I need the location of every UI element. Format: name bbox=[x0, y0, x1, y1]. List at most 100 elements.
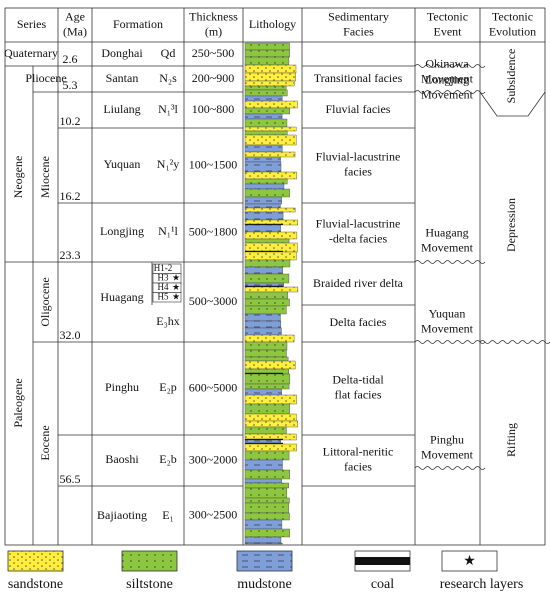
lithology-bed bbox=[244, 144, 283, 153]
table-frame bbox=[4, 7, 546, 546]
lithology-bed bbox=[244, 207, 296, 213]
lithology-bed bbox=[244, 242, 298, 253]
age-label: 16.2 bbox=[60, 189, 81, 203]
facies: Fluvial-lacustrine bbox=[316, 216, 401, 230]
legend-label: coal bbox=[371, 577, 394, 592]
lithology-bed bbox=[244, 373, 291, 385]
formation-code: E₃hx bbox=[156, 314, 180, 328]
lithology-bed bbox=[244, 203, 281, 209]
header-cell: (Ma) bbox=[63, 24, 87, 38]
lithology-bed bbox=[244, 313, 281, 322]
facies: Braided river delta bbox=[313, 276, 404, 290]
lithology-bed bbox=[244, 211, 284, 221]
lithology-bed bbox=[244, 107, 290, 115]
lithology-bed bbox=[244, 80, 295, 87]
lithology-bed bbox=[244, 469, 290, 480]
lithology-bed bbox=[244, 56, 290, 66]
lithology-bed bbox=[244, 259, 291, 268]
formation-name: Longjing bbox=[100, 224, 144, 238]
age-label: 5.3 bbox=[63, 78, 78, 92]
lithology-bed bbox=[244, 161, 282, 173]
formation-name: Donghai bbox=[101, 46, 143, 60]
lithology-bed bbox=[244, 183, 285, 190]
header-cell: Sedimentary bbox=[328, 9, 389, 23]
tectonic-event: Yuquan bbox=[429, 306, 466, 320]
formation-code: N₂s bbox=[159, 71, 177, 85]
research-layer: H3 bbox=[158, 273, 169, 283]
lithology-bed bbox=[244, 224, 281, 233]
formation-code: E₁ bbox=[162, 508, 174, 522]
facies: -delta facies bbox=[329, 231, 388, 245]
lithology-bed bbox=[244, 356, 289, 362]
lithology-bed bbox=[244, 536, 282, 544]
lithology-bed bbox=[244, 450, 290, 461]
lithology-bed bbox=[244, 64, 297, 74]
research-layer-box bbox=[152, 292, 182, 303]
lithology-bed bbox=[244, 72, 296, 82]
tectonic-event: Movement bbox=[421, 87, 474, 101]
lithology-bed bbox=[244, 394, 297, 405]
lithology-bed bbox=[244, 420, 298, 428]
facies: Transitional facies bbox=[314, 71, 403, 85]
legend-swatch bbox=[7, 550, 64, 572]
research-layer: H4 bbox=[158, 282, 169, 292]
lithology-bed bbox=[244, 118, 288, 128]
unconformity bbox=[414, 466, 486, 470]
coal-bed bbox=[245, 285, 283, 287]
lithology-bed bbox=[244, 100, 298, 109]
header-cell: Series bbox=[17, 17, 47, 31]
lithology-bed bbox=[244, 188, 290, 198]
age-label: 23.3 bbox=[60, 248, 81, 262]
lithology-bed bbox=[244, 459, 283, 471]
thickness: 200~900 bbox=[192, 71, 235, 85]
facies: Littoral-neritic bbox=[323, 444, 394, 458]
epoch: Eocene bbox=[38, 425, 52, 460]
lithology-bed bbox=[244, 413, 297, 422]
formation-code: Qd bbox=[161, 46, 176, 60]
lithology-bed bbox=[244, 327, 282, 336]
tectonic-event: Movement bbox=[421, 447, 474, 461]
tectonic-event: Pinghu bbox=[430, 432, 464, 446]
research-layer: H5 bbox=[158, 292, 169, 302]
epoch: Oligocene bbox=[38, 277, 52, 326]
age-label: 56.5 bbox=[60, 472, 81, 486]
lithology-bed bbox=[244, 113, 283, 120]
lithology-bed bbox=[244, 502, 289, 514]
formation-name: Liulang bbox=[103, 102, 140, 116]
formation-name: Bajiaoting bbox=[97, 508, 147, 522]
thickness: 300~2000 bbox=[189, 452, 238, 466]
lithology-bed bbox=[244, 171, 297, 180]
coal-bed bbox=[245, 223, 283, 225]
formation-code: N₁³l bbox=[158, 102, 178, 116]
unconformity bbox=[479, 340, 550, 344]
legend-swatch bbox=[441, 550, 498, 572]
formation-name: Pinghu bbox=[105, 380, 139, 394]
lithology-bed bbox=[244, 388, 282, 396]
age-label: 32.0 bbox=[60, 328, 81, 342]
legend-label: sandstone bbox=[8, 577, 63, 592]
header-cell: Facies bbox=[343, 24, 374, 38]
epoch: Miocene bbox=[38, 156, 52, 198]
lithology-bed bbox=[244, 519, 283, 530]
subsidence-basin bbox=[479, 91, 546, 117]
research-star: ★ bbox=[172, 292, 180, 302]
lithology-bed bbox=[244, 383, 290, 390]
lithology-bed bbox=[244, 298, 290, 307]
header-cell: Age bbox=[65, 9, 85, 23]
legend-label: research layers bbox=[440, 577, 524, 592]
lithology-bed bbox=[244, 426, 287, 435]
unconformity bbox=[414, 64, 486, 68]
facies: Delta-tidal bbox=[332, 372, 384, 386]
legend-label: mudstone bbox=[237, 577, 291, 592]
lithology-bed bbox=[244, 286, 299, 293]
lithology-bed bbox=[244, 512, 290, 521]
lithology-bed bbox=[244, 403, 290, 415]
thickness: 500~1800 bbox=[189, 224, 238, 238]
research-star: ★ bbox=[172, 282, 180, 292]
legend-coal bbox=[355, 557, 410, 565]
lithology-bed bbox=[244, 231, 298, 240]
lithology-bed bbox=[244, 156, 281, 163]
lithology-bed bbox=[244, 266, 283, 275]
coal-bed bbox=[245, 442, 283, 444]
lithology-bed bbox=[244, 85, 287, 91]
